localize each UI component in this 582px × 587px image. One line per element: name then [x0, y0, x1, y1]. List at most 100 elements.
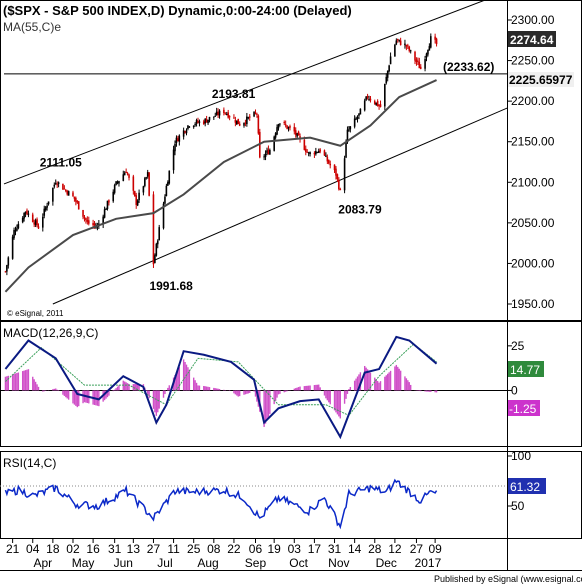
candle [184, 130, 186, 134]
candle [44, 205, 47, 212]
rsi-y-tick-label: 100 [511, 449, 531, 463]
candle [405, 44, 408, 51]
x-tick-label: 11 [167, 542, 180, 556]
candle [248, 114, 251, 121]
candle [355, 116, 357, 121]
candle [87, 216, 90, 226]
candle [417, 57, 419, 65]
candle [237, 118, 240, 125]
candle [136, 199, 139, 207]
x-month-label: Sep [245, 556, 267, 570]
candle [264, 150, 267, 161]
candle [430, 33, 432, 49]
x-tick-label: 27 [147, 542, 161, 556]
candle [263, 154, 265, 161]
candle [277, 123, 280, 131]
candle [118, 180, 120, 187]
candle [427, 49, 429, 57]
candle [146, 169, 149, 179]
candle [384, 83, 386, 110]
candle [103, 206, 106, 219]
x-tick-label: 28 [368, 542, 382, 556]
candle [418, 57, 421, 69]
candle [343, 155, 346, 194]
candle [214, 112, 217, 117]
candle [358, 113, 360, 120]
x-month-label: 2017 [415, 556, 442, 570]
annotation-high-aug: 2193.81 [212, 87, 256, 101]
candle [56, 181, 58, 188]
candle [363, 98, 366, 112]
y-tick-label: 2150.00 [511, 135, 555, 149]
x-month-label: Nov [328, 556, 349, 570]
candle [126, 171, 129, 176]
last-price-box [508, 31, 556, 47]
candle [195, 118, 198, 127]
macd-value-box [508, 361, 544, 377]
y-tick-label: 2300.00 [511, 13, 555, 27]
candle [376, 99, 379, 107]
candle [375, 102, 378, 106]
candle [31, 212, 34, 223]
rsi-value: 61.32 [510, 480, 540, 494]
candle [434, 33, 436, 44]
moving-average-line [4, 79, 437, 293]
macd-title: MACD(12,26,9,C) [3, 326, 98, 340]
candle [386, 70, 389, 82]
candle [307, 151, 310, 157]
price-panel-frame [0, 0, 582, 321]
candle [287, 126, 290, 132]
candle [43, 205, 46, 219]
candle [254, 109, 257, 115]
candle [76, 199, 79, 204]
y-tick-label: 2050.00 [511, 216, 555, 230]
ma-value: 2225.65977 [509, 73, 573, 87]
candle [128, 173, 130, 181]
candle [306, 149, 309, 153]
candle [327, 159, 330, 165]
macd-panel-frame [0, 321, 582, 447]
candle [52, 187, 54, 206]
candle [174, 140, 176, 156]
candle [385, 73, 388, 85]
candle [244, 119, 247, 127]
candle [316, 151, 319, 154]
candle [132, 174, 135, 195]
x-month-label: Apr [33, 556, 52, 570]
candle [113, 183, 116, 195]
candle [424, 55, 426, 72]
x-tick-label: 19 [267, 542, 281, 556]
candle [83, 214, 86, 222]
candle [13, 227, 15, 240]
macd-signal-line [5, 343, 437, 417]
candle [309, 151, 311, 157]
candle [62, 183, 64, 190]
candle [156, 239, 159, 249]
candle [135, 192, 138, 209]
x-tick-label: 13 [127, 542, 141, 556]
candle [279, 123, 281, 127]
candle [152, 191, 155, 268]
price-plot [3, 0, 507, 305]
ma-value-box [508, 72, 574, 87]
x-tick-label: 22 [227, 542, 241, 556]
candle [319, 148, 321, 154]
annotation-low-nov: 2083.79 [338, 202, 382, 216]
candle [289, 124, 291, 131]
candle [336, 173, 339, 183]
candle [54, 179, 57, 185]
candle [125, 168, 127, 173]
x-month-label: Jun [114, 556, 133, 570]
x-tick-label: 31 [328, 542, 342, 556]
candle [155, 242, 158, 257]
candle [335, 166, 337, 180]
macd-y-tick-label: 0 [511, 383, 518, 397]
macd-plot [0, 335, 507, 440]
candle [26, 208, 28, 216]
candle [14, 226, 17, 236]
candle [158, 224, 161, 241]
candle [85, 217, 87, 224]
candle [395, 38, 398, 46]
candle [77, 200, 80, 210]
